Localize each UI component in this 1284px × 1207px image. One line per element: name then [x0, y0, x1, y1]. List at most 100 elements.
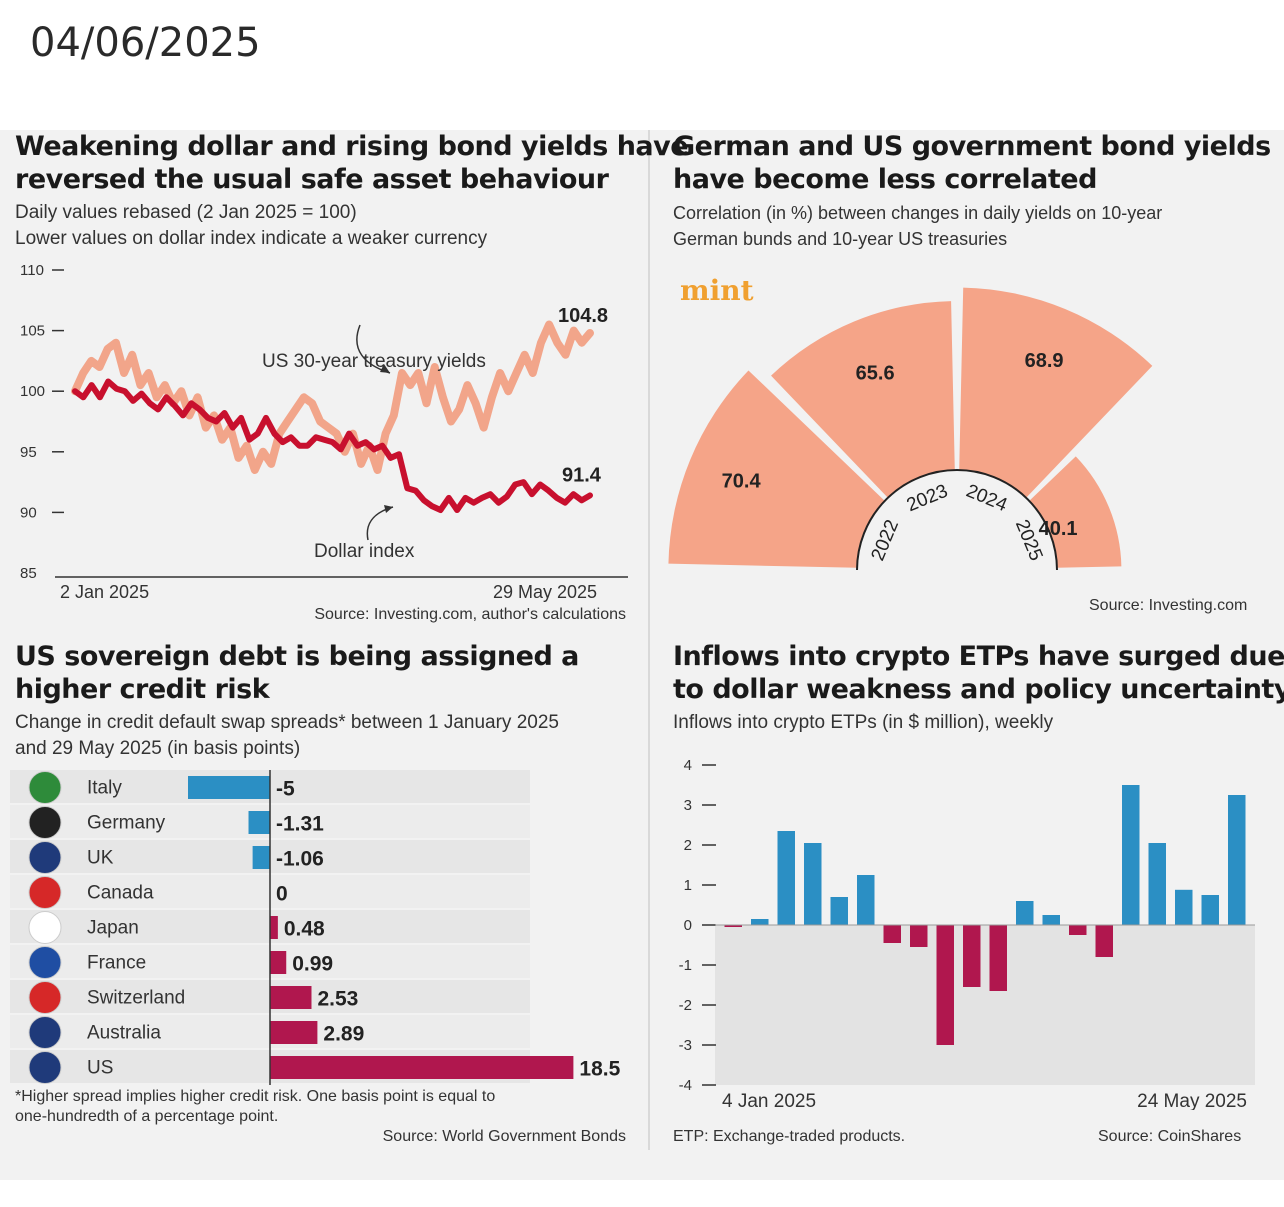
- country-label: UK: [87, 848, 114, 869]
- flag-icon-japan: [28, 911, 62, 944]
- value-label-france: 0.99: [292, 953, 333, 976]
- y-tick-label: -2: [679, 997, 692, 1014]
- panel1-subtitle-line1: Daily values rebased (2 Jan 2025 = 100): [15, 202, 357, 223]
- flag-icon-australia: [28, 1016, 62, 1049]
- inner-arc: [856, 469, 1058, 571]
- x-label-end: 29 May 2025: [493, 582, 597, 602]
- value-label-italy: -5: [276, 778, 295, 801]
- dollar-series-label: Dollar index: [314, 541, 415, 562]
- panel1-source: Source: Investing.com, author's calculat…: [314, 606, 626, 623]
- flag-icon-canada: [28, 876, 62, 909]
- bar-week-19: [1201, 895, 1219, 925]
- value-label-switzerland: 2.53: [317, 988, 358, 1011]
- series-line-dollar: [72, 378, 593, 513]
- panel-dollar-vs-yields: Weakening dollar and rising bond yields …: [15, 130, 689, 252]
- panel1-title-line1: Weakening dollar and rising bond yields …: [15, 131, 689, 162]
- y-tick-label: 4: [684, 757, 692, 774]
- sector-2025: [1029, 456, 1122, 568]
- bar-week-8: [910, 925, 928, 947]
- panel3-source: Source: World Government Bonds: [382, 1128, 626, 1145]
- sector-2023: [771, 301, 955, 498]
- bar-france: [270, 951, 287, 974]
- panel-cds-spreads: US sovereign debt is being assigned a hi…: [15, 640, 635, 762]
- y-tick-label: 85: [20, 565, 37, 582]
- y-tick-label: -1: [679, 957, 692, 974]
- date-stamp: 04/06/2025: [30, 20, 261, 66]
- y-tick-label: 3: [684, 797, 692, 814]
- bar-week-14: [1069, 925, 1087, 935]
- country-label: Germany: [87, 813, 166, 834]
- bar-australia: [270, 1021, 318, 1044]
- value-label-japan: 0.48: [284, 918, 325, 941]
- panel3-title-line2: higher credit risk: [15, 674, 270, 705]
- value-label-2023: 65.6: [856, 362, 895, 384]
- flag-icon-uk: [28, 841, 62, 874]
- panel3-footnote-line1: *Higher spread implies higher credit ris…: [15, 1088, 496, 1105]
- country-label: US: [87, 1058, 113, 1079]
- bar-week-3: [777, 831, 795, 925]
- value-label-australia: 2.89: [323, 1023, 364, 1046]
- crypto-bar-chart: 4 3 2 1 0 -1 -2 -3 -4 4 Jan 2025 24 May 2025: [679, 757, 1255, 1110]
- year-label-2022: 2022: [868, 517, 904, 564]
- panel4-title-line1: Inflows into crypto ETPs have surged due: [673, 641, 1284, 672]
- bar-week-5: [830, 897, 848, 925]
- panel4-note: ETP: Exchange-traded products.: [673, 1128, 906, 1145]
- bar-week-4: [804, 843, 822, 925]
- panel2-source: Source: Investing.com: [1089, 597, 1248, 614]
- bar-week-17: [1148, 843, 1166, 925]
- year-label-2024: 2024: [963, 481, 1010, 517]
- bar-week-20: [1228, 795, 1246, 925]
- bar-italy: [188, 776, 270, 799]
- y-tick-label: 95: [20, 444, 37, 461]
- panel4-source: Source: CoinShares: [1098, 1128, 1242, 1145]
- bar-week-9: [936, 925, 954, 1045]
- treasury-arrow-head: [380, 364, 390, 373]
- panel3-subtitle-line1: Change in credit default swap spreads* b…: [15, 712, 559, 733]
- panel4-subtitle-line1: Inflows into crypto ETPs (in $ million),…: [673, 712, 1054, 733]
- line-chart: 110 105 100 95 90 85 US 30-year treasury yield…: [20, 262, 628, 602]
- country-label: France: [87, 953, 146, 974]
- dollar-end-label: 91.4: [562, 464, 602, 486]
- panel1-subtitle-line2: Lower values on dollar index indicate a …: [15, 228, 488, 249]
- panel2-subtitle-line1: Correlation (in %) between changes in da…: [673, 203, 1163, 223]
- cds-bar-chart: Italy -5 Germany -1.31 UK -1.06 Canada 0 Japan 0.…: [10, 770, 621, 1085]
- panel3-title-line1: US sovereign debt is being assigned a: [15, 641, 579, 672]
- value-label-uk: -1.06: [276, 848, 324, 871]
- treasury-series-label: US 30-year treasury yields: [262, 351, 486, 372]
- bar-week-7: [883, 925, 901, 943]
- y-tick-label: 0: [684, 917, 692, 934]
- year-label-2023: 2023: [904, 481, 951, 517]
- value-label-canada: 0: [276, 883, 288, 906]
- panel-crypto-inflows: Inflows into crypto ETPs have surged due…: [673, 640, 1284, 736]
- bar-week-12: [1016, 901, 1034, 925]
- dollar-arrow-head: [384, 505, 393, 513]
- panel3-subtitle-line2: and 29 May 2025 (in basis points): [15, 738, 301, 759]
- infographic: Weakening dollar and rising bond yields …: [0, 130, 1284, 1180]
- sector-2024: [959, 287, 1153, 498]
- country-label: Canada: [87, 883, 154, 904]
- bar-week-16: [1122, 785, 1140, 925]
- panel2-subtitle-line2: German bunds and 10-year US treasuries: [673, 229, 1008, 249]
- panel4-title-line2: to dollar weakness and policy uncertaint…: [673, 674, 1284, 705]
- y-tick-label: 105: [20, 323, 45, 340]
- x-label-end: 24 May 2025: [1137, 1091, 1247, 1110]
- country-label: Italy: [87, 778, 122, 799]
- value-label-2024: 68.9: [1025, 350, 1064, 372]
- bar-week-18: [1175, 889, 1193, 925]
- y-tick-label: 110: [20, 262, 44, 279]
- panel3-footnote-line2: one-hundredth of a percentage point.: [15, 1108, 279, 1125]
- bar-germany: [248, 811, 270, 834]
- bar-week-6: [857, 875, 875, 925]
- bar-week-10: [963, 925, 981, 987]
- panel-divider: [648, 130, 650, 1150]
- panel2-title-line2: have become less correlated: [673, 164, 1097, 195]
- y-tick-label: 90: [20, 504, 37, 521]
- y-tick-label: -4: [679, 1077, 692, 1094]
- series-line-treasury: [71, 320, 594, 474]
- country-label: Australia: [87, 1023, 161, 1044]
- negative-zone: [715, 925, 1255, 1085]
- value-label-us: 18.5: [579, 1058, 620, 1081]
- flag-icon-italy: [28, 771, 62, 804]
- panel1-title-line2: reversed the usual safe asset behaviour: [15, 164, 609, 195]
